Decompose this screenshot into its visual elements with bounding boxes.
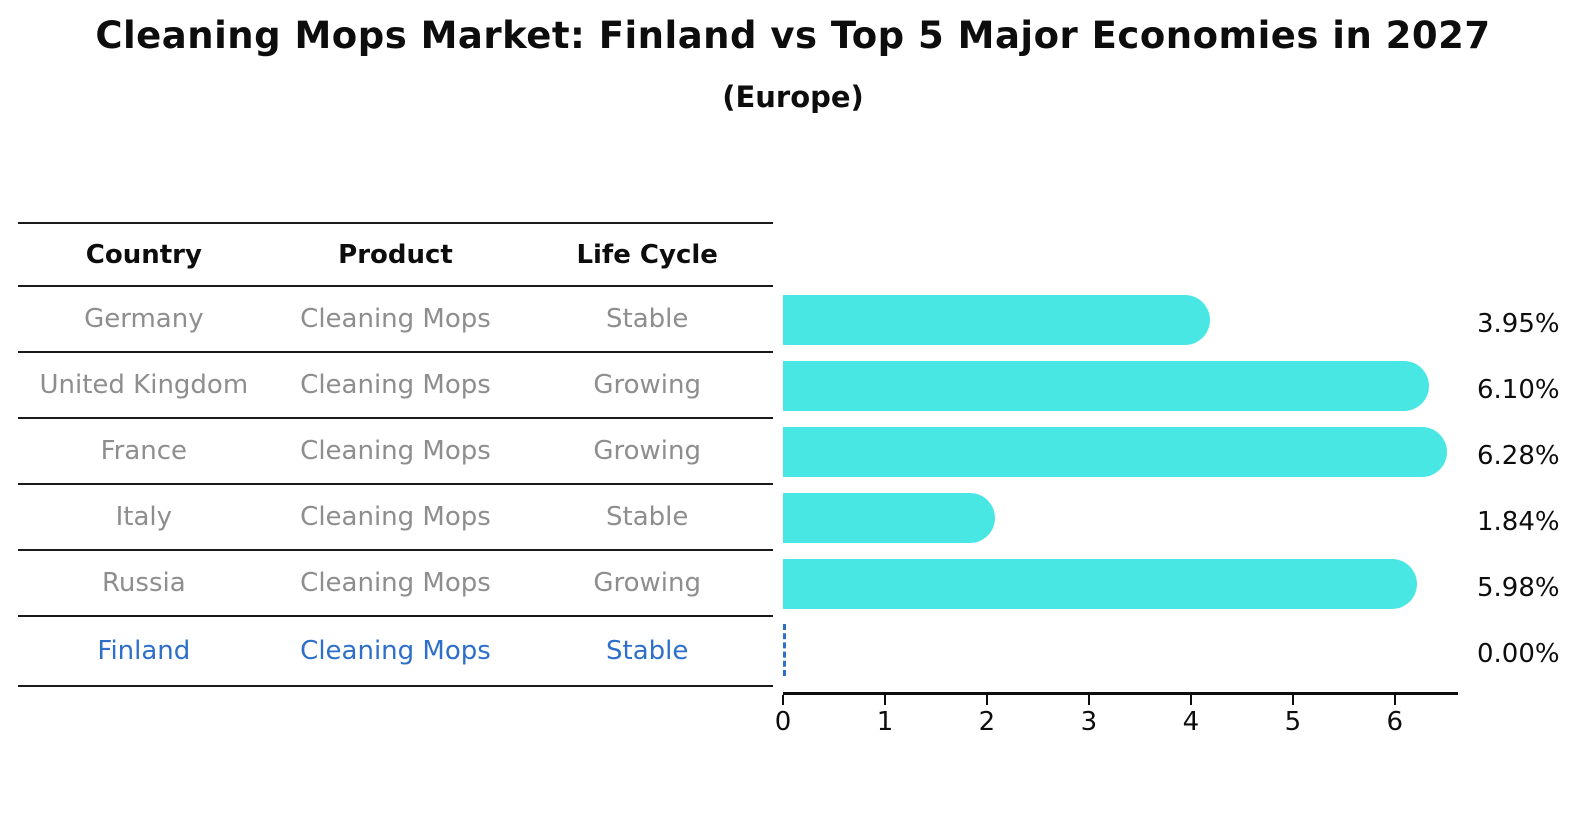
- table-header-row: Country Product Life Cycle: [18, 222, 773, 287]
- bar-row-france: [783, 419, 1456, 485]
- cell-product: Cleaning Mops: [300, 568, 491, 598]
- cell-country: Finland: [97, 636, 191, 666]
- cell-country: United Kingdom: [39, 370, 249, 400]
- bar-row-russia: [783, 551, 1456, 617]
- bar-row-united-kingdom: [783, 353, 1456, 419]
- table-row-france: France Cleaning Mops Growing: [18, 419, 773, 485]
- value-label-germany: 3.95%: [1477, 309, 1560, 339]
- x-tick-mark: [883, 695, 886, 705]
- chart-title: Cleaning Mops Market: Finland vs Top 5 M…: [95, 14, 1491, 57]
- cell-life-cycle: Growing: [593, 568, 701, 598]
- cell-country: Russia: [102, 568, 186, 598]
- cell-product: Cleaning Mops: [300, 304, 491, 334]
- x-tick-label: 2: [978, 707, 996, 737]
- value-label-italy: 1.84%: [1477, 507, 1560, 537]
- x-tick-mark: [782, 695, 784, 705]
- bar-row-finland: [783, 617, 1456, 683]
- cell-life-cycle: Growing: [593, 436, 701, 466]
- table-row-italy: Italy Cleaning Mops Stable: [18, 485, 773, 551]
- zero-value-marker: [783, 624, 786, 676]
- value-label-france: 6.28%: [1477, 441, 1560, 471]
- x-tick-label: 3: [1080, 707, 1098, 737]
- cell-life-cycle: Stable: [606, 304, 689, 334]
- x-tick-label: 5: [1284, 707, 1302, 737]
- cell-country: France: [100, 436, 188, 466]
- x-tick-mark: [1291, 695, 1294, 705]
- cell-life-cycle: Stable: [606, 636, 689, 666]
- cell-life-cycle: Stable: [606, 502, 689, 532]
- value-label-united-kingdom: 6.10%: [1477, 375, 1560, 405]
- bar-united-kingdom: [783, 361, 1429, 411]
- table-row-germany: Germany Cleaning Mops Stable: [18, 287, 773, 353]
- table-row-finland: Finland Cleaning Mops Stable: [18, 617, 773, 687]
- cell-product: Cleaning Mops: [300, 370, 491, 400]
- x-tick-label: 0: [774, 707, 792, 737]
- chart-subtitle: (Europe): [722, 80, 864, 114]
- table-header-product: Product: [338, 239, 453, 270]
- cell-life-cycle: Growing: [593, 370, 701, 400]
- cell-product: Cleaning Mops: [300, 502, 491, 532]
- x-tick-mark: [1087, 695, 1090, 705]
- table-header-country: Country: [85, 239, 202, 270]
- x-tick-mark: [1189, 695, 1192, 705]
- cell-product: Cleaning Mops: [300, 636, 491, 666]
- table-row-russia: Russia Cleaning Mops Growing: [18, 551, 773, 617]
- value-label-finland: 0.00%: [1477, 639, 1560, 669]
- x-axis-ticks: 0 1 2 3 4 5 6: [775, 695, 1458, 745]
- table-row-united-kingdom: United Kingdom Cleaning Mops Growing: [18, 353, 773, 419]
- x-tick-label: 1: [876, 707, 894, 737]
- x-tick-label: 4: [1182, 707, 1200, 737]
- x-tick-mark: [1393, 695, 1396, 705]
- bar-plot: [783, 287, 1456, 683]
- x-tick-mark: [985, 695, 988, 705]
- bar-row-germany: [783, 287, 1456, 353]
- cell-product: Cleaning Mops: [300, 436, 491, 466]
- cell-country: Italy: [115, 502, 173, 532]
- x-tick-label: 6: [1386, 707, 1404, 737]
- cell-country: Germany: [84, 304, 204, 334]
- table-body: Germany Cleaning Mops Stable United Kingdom…: [18, 287, 773, 687]
- country-table: Country Product Life Cycle Germany Cleani…: [18, 222, 773, 687]
- bar-france: [783, 427, 1448, 477]
- bar-row-italy: [783, 485, 1456, 551]
- bar-germany: [783, 295, 1210, 345]
- bar-italy: [783, 493, 995, 543]
- value-label-column: 3.95% 6.10% 6.28% 1.84% 5.98% 0.00%: [1477, 291, 1582, 687]
- x-axis-line: [783, 692, 1458, 695]
- table-header-life-cycle: Life Cycle: [576, 239, 718, 270]
- bar-russia: [783, 559, 1417, 609]
- value-label-russia: 5.98%: [1477, 573, 1560, 603]
